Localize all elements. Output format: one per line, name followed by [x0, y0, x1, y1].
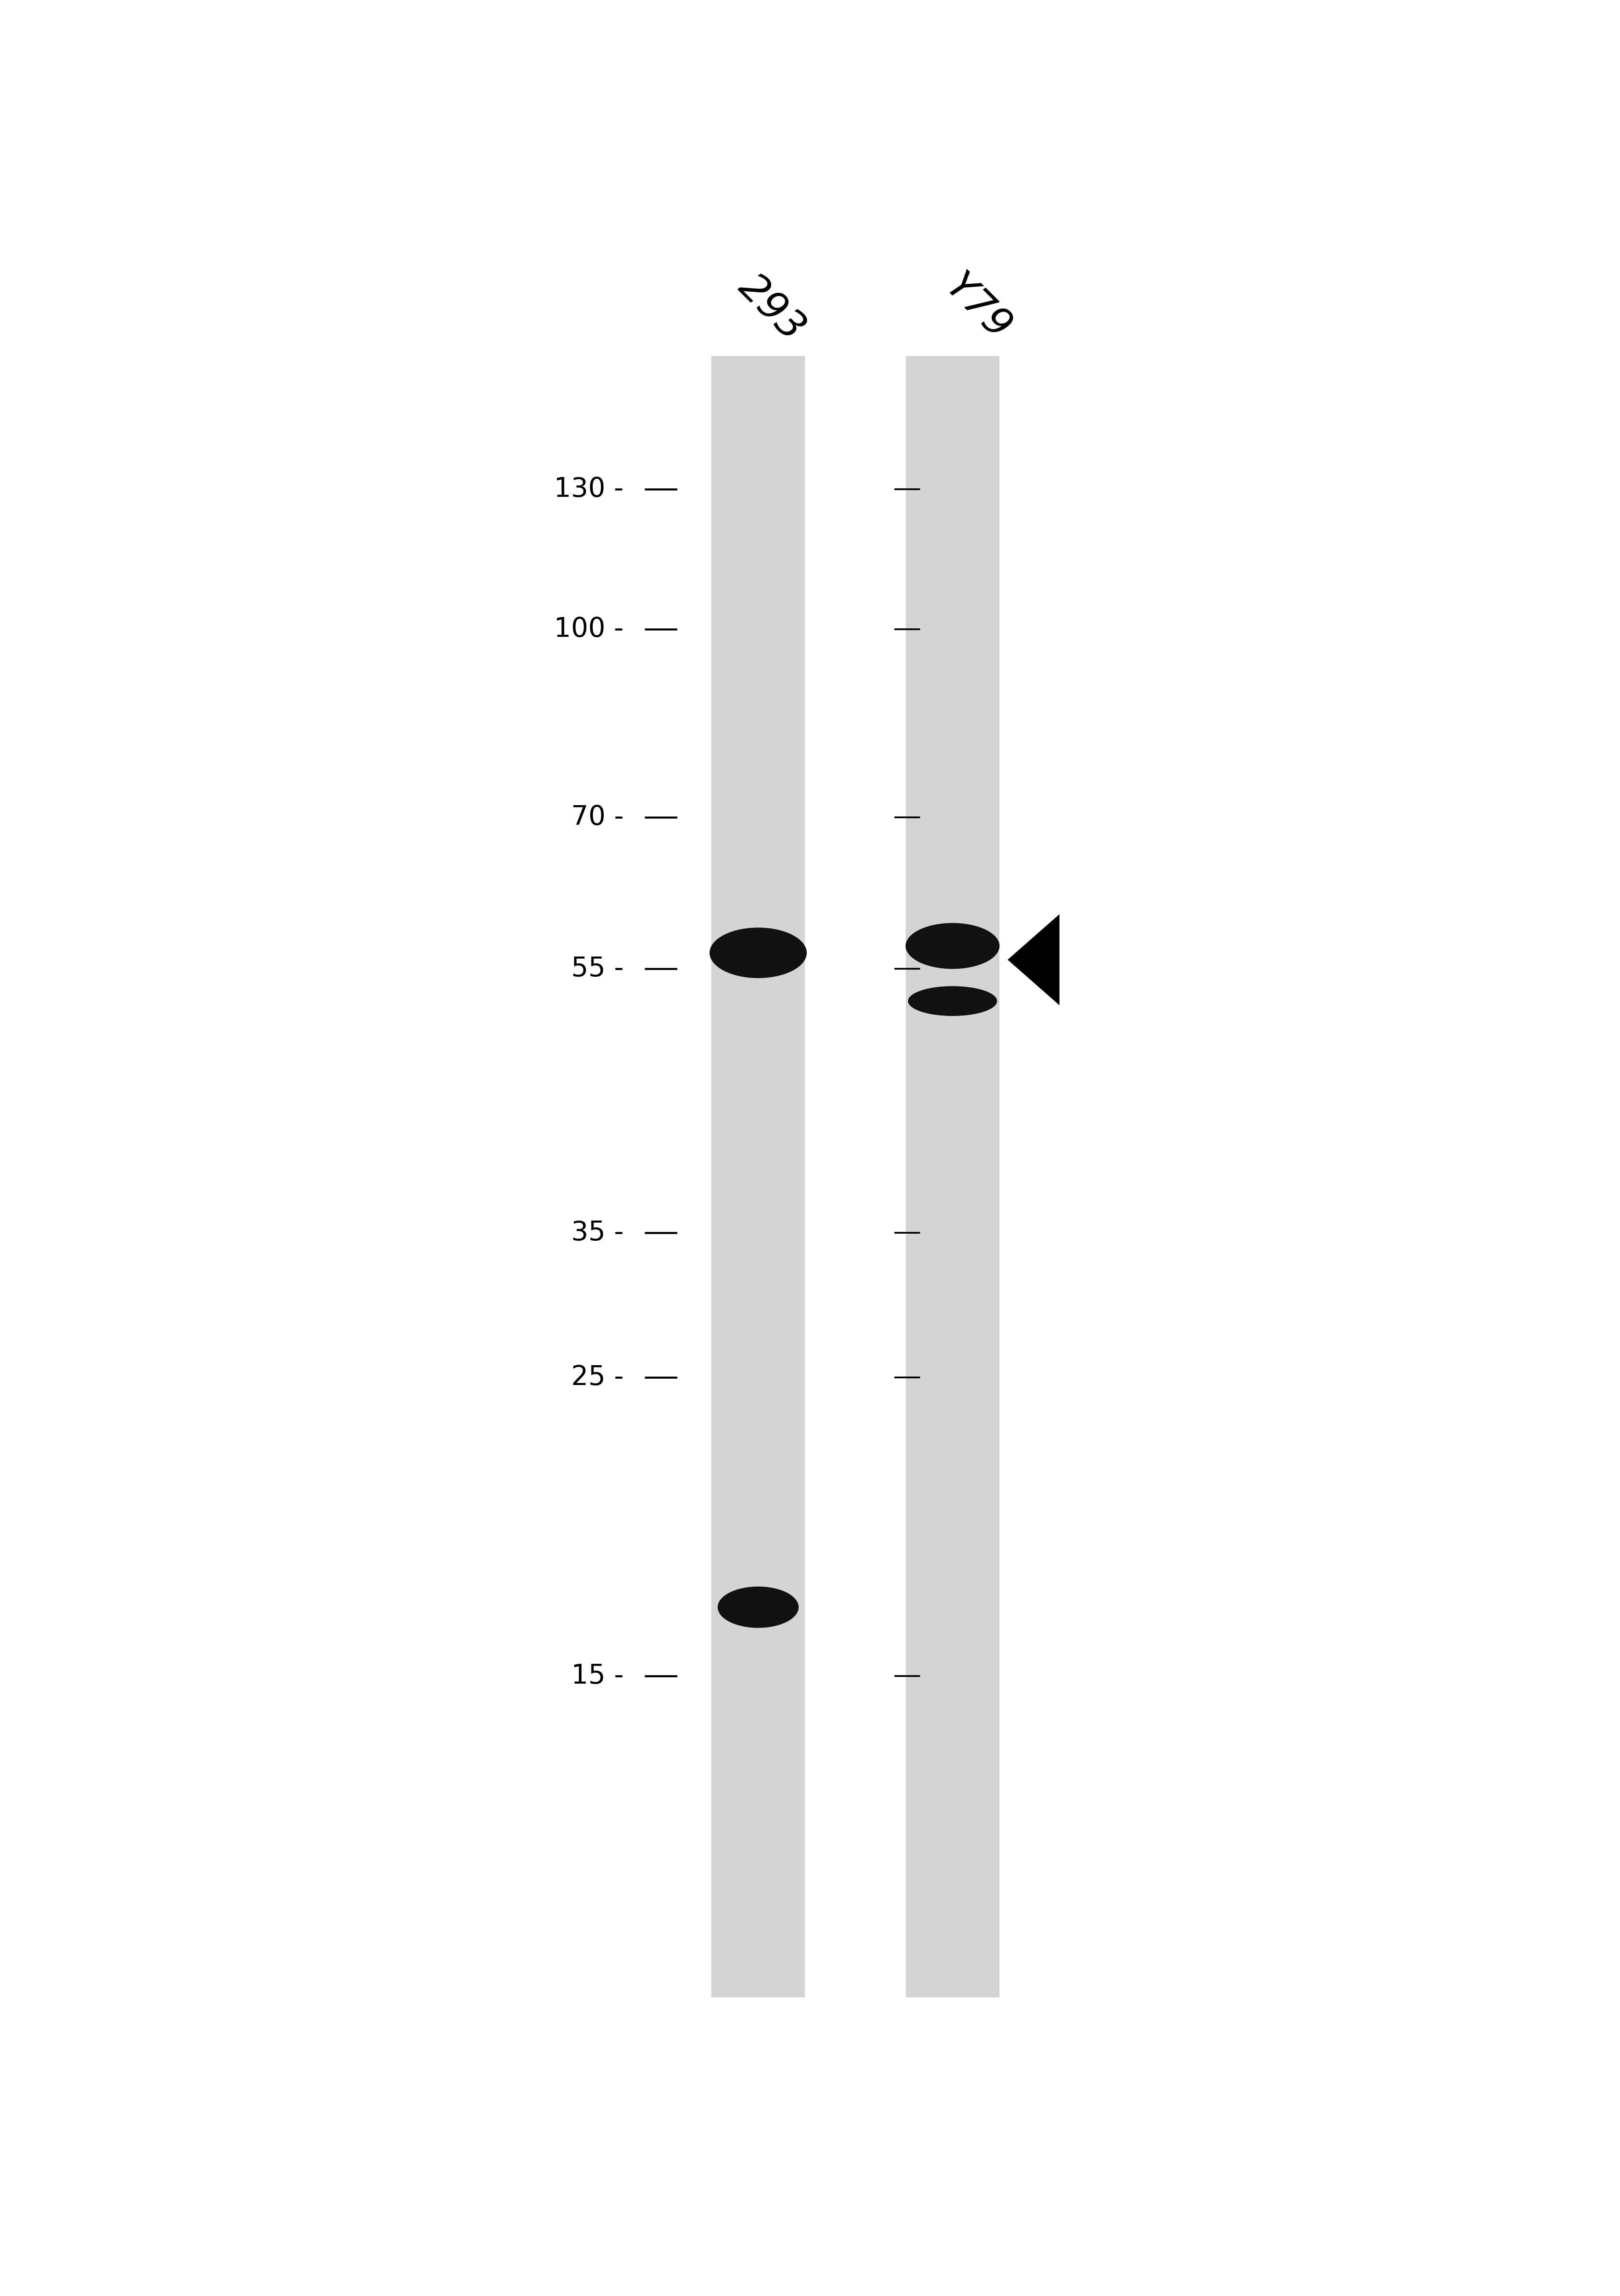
Ellipse shape [710, 928, 807, 978]
Text: 15 -: 15 - [572, 1662, 624, 1690]
Text: 25 -: 25 - [572, 1364, 624, 1391]
Bar [711, 356, 805, 1998]
Bar [906, 356, 1000, 1998]
Text: 100 -: 100 - [554, 615, 624, 643]
Text: 55 -: 55 - [572, 955, 624, 983]
Polygon shape [1008, 914, 1059, 1006]
Text: Y79: Y79 [938, 269, 1017, 349]
Text: 130 -: 130 - [554, 475, 624, 503]
Ellipse shape [718, 1587, 799, 1628]
Ellipse shape [907, 987, 996, 1015]
Text: 70 -: 70 - [572, 804, 624, 831]
Ellipse shape [906, 923, 1000, 969]
Text: 293: 293 [731, 266, 812, 349]
Text: 35 -: 35 - [572, 1219, 624, 1247]
